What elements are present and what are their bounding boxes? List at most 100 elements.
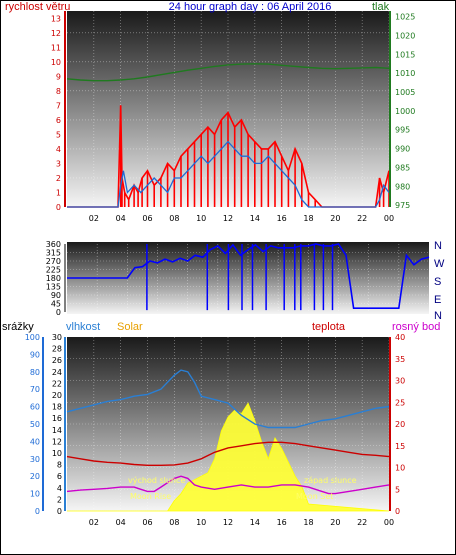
direction-tick-label: 315 [46, 249, 61, 258]
time-tick-label: 12 [223, 518, 233, 527]
wind-tick-label: 10 [51, 58, 61, 67]
rain-tick-label: 50 [30, 420, 40, 429]
rain-tick-label: 80 [30, 368, 40, 377]
humidity-tick-label: 4 [57, 484, 62, 493]
time-tick-label: 20 [330, 518, 340, 527]
temperature-axis-label: teplota [312, 321, 346, 333]
temperature-tick-label: 20 [395, 420, 405, 429]
humidity-tick-label: 22 [52, 379, 62, 388]
time-tick-label: 02 [89, 518, 99, 527]
rain-tick-label: 40 [30, 437, 40, 446]
time-tick-label: 12 [223, 214, 233, 223]
pressure-tick-label: 1000 [395, 107, 415, 116]
rain-tick-label: 90 [30, 350, 40, 359]
direction-tick-label: 180 [46, 274, 61, 283]
solar-radiation-area [67, 402, 390, 512]
dir-label-e: E [434, 294, 441, 306]
direction-tick-label: 225 [46, 266, 61, 275]
humidity-tick-label: 14 [52, 426, 62, 435]
direction-compass-labels: N W S E N [434, 240, 445, 322]
temperature-tick-label: 35 [395, 355, 405, 364]
rain-tick-label: 70 [30, 385, 40, 394]
time-tick-label: 06 [142, 214, 152, 223]
humidity-axis-label: vlhkost [66, 321, 100, 333]
chart-title: 24 hour graph day : 06 April 2016 [169, 1, 332, 13]
time-tick-label: 22 [357, 518, 367, 527]
rain-tick-label: 10 [30, 490, 40, 499]
rain-tick-label: 0 [35, 507, 40, 516]
time-tick-label: 06 [142, 518, 152, 527]
dewpoint-axis-label: rosný bod [392, 321, 440, 333]
rain-tick-label: 30 [30, 455, 40, 464]
wind-tick-label: 6 [56, 116, 61, 125]
wind-tick-label: 7 [56, 101, 61, 110]
time-tick-label: 20 [330, 214, 340, 223]
wind-speed-spikes [119, 105, 390, 207]
dir-label-n-bottom: N [434, 310, 442, 322]
temperature-tick-label: 10 [395, 464, 405, 473]
wind-tick-label: 5 [56, 130, 61, 139]
direction-tick-label: 135 [46, 283, 61, 292]
time-tick-label: 08 [169, 214, 179, 223]
direction-tick-label: 45 [51, 300, 61, 309]
temperature-tick-label: 15 [395, 442, 405, 451]
time-tick-label: 16 [277, 518, 287, 527]
temperature-tick-label: 5 [395, 485, 400, 494]
wind-tick-label: 1 [56, 188, 61, 197]
direction-tick-label: 360 [46, 240, 61, 249]
rain-axis-label: srážky [2, 321, 34, 333]
humidity-tick-label: 12 [52, 437, 62, 446]
wind-tick-label: 12 [51, 29, 61, 38]
dir-label-n-top: N [434, 240, 442, 252]
pressure-tick-label: 975 [395, 201, 410, 210]
temperature-tick-label: 30 [395, 377, 405, 386]
dewpoint-line [66, 475, 390, 495]
wind-average-line [67, 140, 390, 208]
humidity-tick-label: 20 [52, 391, 62, 400]
pressure-tick-label: 1020 [395, 32, 415, 41]
pressure-line [66, 63, 390, 82]
wind-axis-label: rychlost větru [5, 1, 70, 13]
humidity-tick-label: 18 [52, 403, 62, 412]
temperature-tick-label: 40 [395, 333, 405, 342]
annotation-sunset: západ slunce [304, 476, 357, 485]
wind-direction-line [67, 243, 430, 310]
pressure-tick-label: 1010 [395, 69, 415, 78]
humidity-tick-label: 6 [57, 472, 62, 481]
time-tick-label: 00 [384, 214, 394, 223]
humidity-tick-label: 10 [52, 449, 62, 458]
humidity-tick-label: 16 [52, 414, 62, 423]
pressure-tick-label: 995 [395, 126, 410, 135]
wind-tick-label: 2 [56, 174, 61, 183]
humidity-tick-label: 8 [57, 461, 62, 470]
pressure-tick-label: 985 [395, 163, 410, 172]
annotation-moonrise: Moon Rise [130, 492, 171, 501]
time-tick-label: 08 [169, 518, 179, 527]
rain-tick-label: 60 [30, 403, 40, 412]
time-tick-label: 04 [116, 518, 126, 527]
pressure-tick-label: 1005 [395, 88, 415, 97]
dir-label-w: W [434, 258, 445, 270]
temperature-tick-label: 25 [395, 398, 405, 407]
time-tick-label: 22 [357, 214, 367, 223]
wind-tick-label: 3 [56, 159, 61, 168]
time-tick-label: 02 [89, 214, 99, 223]
direction-tick-label: 0 [56, 308, 61, 317]
time-tick-label: 14 [250, 214, 260, 223]
humidity-tick-label: 26 [52, 356, 62, 365]
humidity-tick-label: 2 [57, 495, 62, 504]
humidity-tick-label: 24 [52, 368, 62, 377]
wind-tick-label: 4 [56, 145, 61, 154]
annotation-moonset: Moon Set [296, 492, 333, 501]
time-tick-label: 18 [303, 518, 313, 527]
time-tick-label: 04 [116, 214, 126, 223]
pressure-tick-label: 990 [395, 145, 410, 154]
time-tick-label: 14 [250, 518, 260, 527]
wind-direction-swings [146, 244, 334, 311]
rain-tick-label: 100 [25, 333, 40, 342]
wind-tick-label: 0 [56, 203, 61, 212]
solar-label: Solar [117, 321, 143, 333]
humidity-tick-label: 28 [52, 345, 62, 354]
annotation-sunrise: východ slunce [128, 476, 185, 485]
pressure-tick-label: 1015 [395, 50, 415, 59]
